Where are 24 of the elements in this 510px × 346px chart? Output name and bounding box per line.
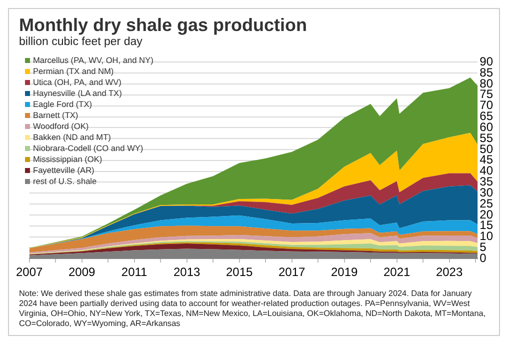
x-tick-label: 2017: [278, 265, 306, 280]
legend-label: Eagle Ford (TX): [33, 99, 92, 110]
legend-label: Woodford (OK): [33, 121, 89, 132]
legend-label: rest of U.S. shale: [33, 176, 97, 187]
legend-label: Haynesville (LA and TX): [33, 88, 122, 99]
x-tick-label: 2021: [383, 265, 410, 280]
legend-label: Mississippian (OK): [33, 154, 102, 165]
x-tick-label: 2011: [121, 265, 148, 280]
legend-label: Permian (TX and NM): [33, 66, 114, 77]
legend-label: Marcellus (PA, WV, OH, and NY): [33, 55, 154, 66]
legend-label: Fayetteville (AR): [33, 165, 94, 176]
x-tick-label: 2013: [173, 265, 200, 280]
x-tick-label: 2019: [330, 265, 358, 280]
chart-subtitle: billion cubic feet per day: [19, 36, 142, 48]
chart-title: Monthly dry shale gas production: [19, 15, 308, 36]
x-tick-label: 2023: [436, 265, 463, 280]
legend-label: Bakken (ND and MT): [33, 132, 111, 143]
x-tick-label: 2007: [16, 265, 44, 280]
text: Note: We derived these shale gas estimates from state administrative data. Data are through January 2024. Data for January 2024 have been partially derived using data to account for weather-related production outages. PA=Pennsylvania, WV=West Virginia, OH=Ohio, NY=New York, TX=Texas, NM=New Mexico, LA=Louisiana, OK=Oklahoma, ND=North Dakota, MT=Montana, CO=Colorado, WY=Wyoming, AR=Arkansas: [19, 289, 487, 329]
x-tick-label: 2015: [226, 265, 253, 280]
legend-label: Niobrara-Codell (CO and WY): [33, 143, 144, 154]
legend-label: Utica (OH, PA, and WV): [33, 77, 122, 88]
x-tick-label: 2009: [68, 265, 96, 280]
legend-label: Barnett (TX): [33, 110, 78, 121]
